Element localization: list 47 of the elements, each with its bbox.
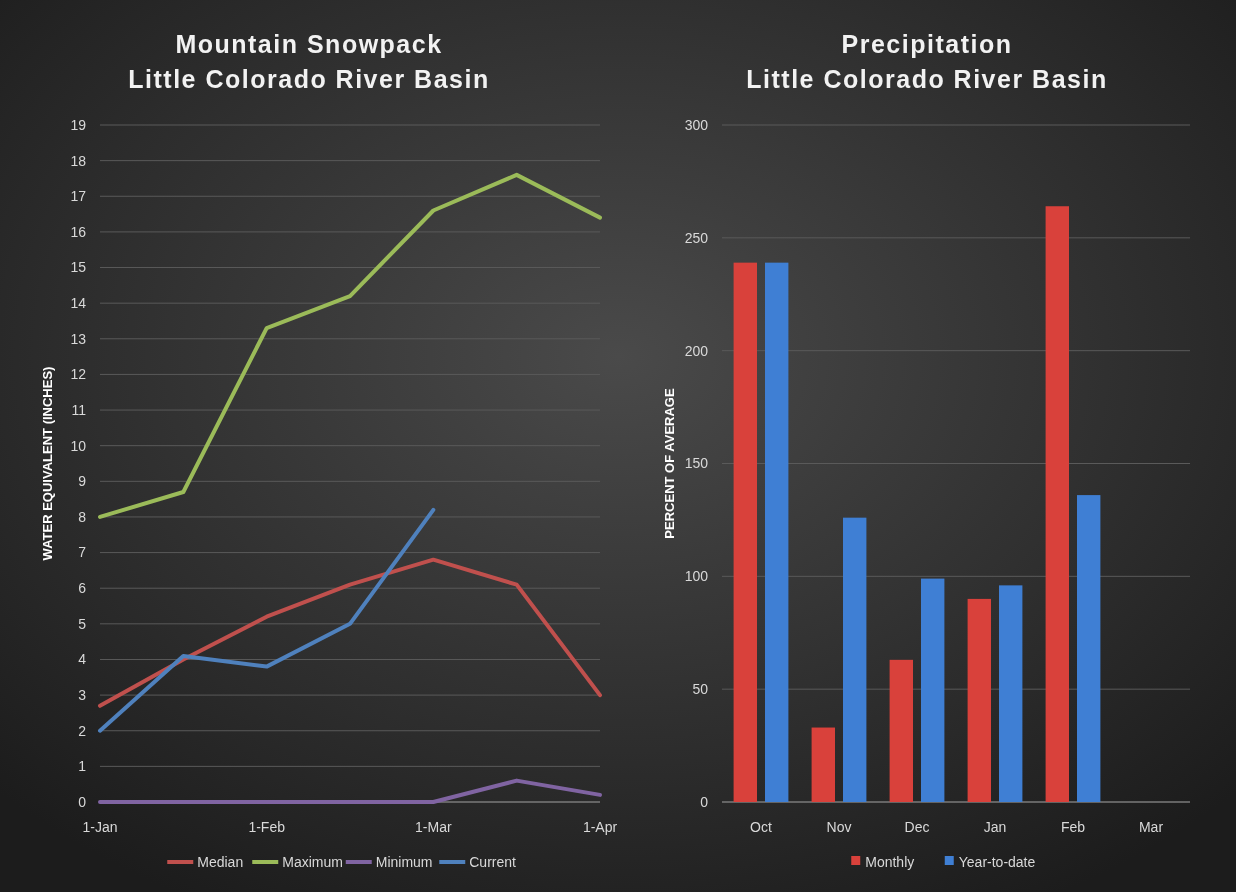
- y-tick-label: 16: [70, 223, 87, 240]
- y-tick-label: 7: [78, 544, 87, 561]
- x-tick-label: Feb: [1060, 819, 1086, 835]
- x-tick-label: Oct: [750, 819, 772, 835]
- y-tick-label: 18: [70, 152, 87, 169]
- y-tick-label: 1: [78, 758, 87, 775]
- legend-label: Monthly: [865, 854, 915, 870]
- legend-label: Median: [197, 854, 244, 870]
- y-tick-label: 9: [78, 473, 87, 490]
- y-tick-label: 3: [78, 687, 87, 704]
- legend-label: Year-to-date: [958, 854, 1036, 870]
- legend-label: Maximum: [282, 854, 343, 870]
- y-tick-label: 17: [70, 188, 87, 205]
- y-tick-label: 50: [692, 681, 709, 698]
- y-tick-label: 0: [78, 793, 87, 810]
- x-tick-label: 1-Apr: [582, 819, 618, 835]
- y-tick-label: 13: [70, 330, 87, 347]
- y-tick-label: 11: [71, 401, 87, 418]
- y-tick-label: 12: [70, 366, 87, 383]
- y-tick-label: 8: [78, 508, 87, 525]
- legend-label: Minimum: [375, 854, 433, 870]
- chart-title: Precipitation Little Colorado River Basin: [746, 30, 1108, 93]
- legend-label: Current: [469, 854, 517, 870]
- y-tick-label: 200: [684, 342, 709, 359]
- y-tick-label: 6: [78, 580, 87, 597]
- x-tick-label: 1-Feb: [248, 819, 286, 835]
- y-axis-title: WATER EQUIVALENT (INCHES): [40, 366, 55, 561]
- y-tick-label: 15: [70, 259, 87, 276]
- y-tick-label: 100: [684, 568, 709, 585]
- y-tick-label: 150: [684, 455, 709, 472]
- y-tick-label: 0: [700, 793, 709, 810]
- y-tick-label: 10: [70, 437, 87, 454]
- x-tick-label: Dec: [904, 819, 930, 835]
- x-tick-label: Nov: [826, 819, 852, 835]
- x-tick-label: Mar: [1138, 819, 1164, 835]
- y-tick-label: 5: [78, 615, 87, 632]
- y-tick-label: 19: [70, 116, 87, 133]
- y-tick-label: 14: [70, 295, 87, 312]
- x-tick-label: 1-Jan: [82, 819, 118, 835]
- y-tick-label: 4: [78, 651, 87, 668]
- y-tick-label: 2: [78, 722, 87, 739]
- x-tick-label: Jan: [983, 819, 1007, 835]
- y-tick-label: 250: [684, 229, 709, 246]
- x-tick-label: 1-Mar: [415, 819, 452, 835]
- y-tick-label: 300: [684, 116, 709, 133]
- chart-title: Mountain Snowpack Little Colorado River Basin: [128, 30, 490, 93]
- y-axis-title: PERCENT OF AVERAGE: [662, 388, 677, 539]
